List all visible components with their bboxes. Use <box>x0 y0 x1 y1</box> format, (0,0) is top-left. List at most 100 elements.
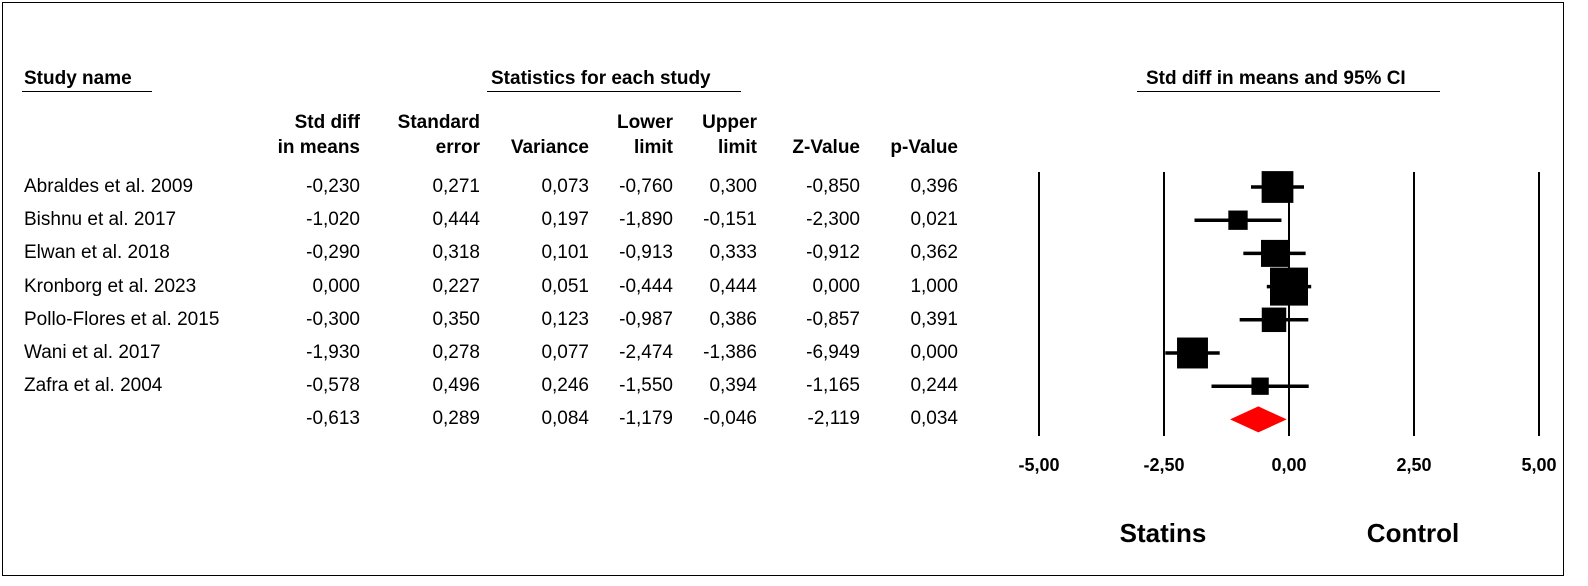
study-name-cell: Zafra et al. 2004 <box>24 375 163 397</box>
table-cell: -1,550 <box>619 375 673 397</box>
column-header-line2: in means <box>277 137 360 158</box>
statistics-header: Statistics for each study <box>491 68 711 89</box>
table-cell: -0,912 <box>806 242 860 264</box>
study-name-cell: Abraldes et al. 2009 <box>24 176 194 197</box>
table-cell: 0,386 <box>709 308 757 330</box>
study-name-cell: Elwan et al. 2018 <box>24 242 170 264</box>
study-marker <box>1261 307 1287 333</box>
x-tick-label: -5,00 <box>1018 455 1060 475</box>
column-header-line2: error <box>435 137 480 158</box>
table-cell: -0,290 <box>306 242 360 264</box>
ci-header: Std diff in means and 95% CI <box>1146 68 1406 89</box>
table-cell: -2,474 <box>619 342 673 363</box>
summary-cell: 0,289 <box>432 408 480 430</box>
statistics-underline <box>487 91 741 92</box>
column-header-line1: Standard <box>397 112 480 133</box>
summary-cell: -0,046 <box>703 408 757 430</box>
column-header: Upper limit <box>702 110 757 160</box>
column-header-line2: p-Value <box>890 137 958 158</box>
table-cell: -2,300 <box>806 209 860 231</box>
table-cell: 0,073 <box>541 176 589 197</box>
favours-control-label: Control <box>1366 518 1460 548</box>
study-name-header: Study name <box>24 68 132 89</box>
table-cell: -0,230 <box>306 176 360 197</box>
study-marker <box>1270 267 1308 306</box>
table-cell: -1,890 <box>619 209 673 231</box>
x-tick-label: 0,00 <box>1271 455 1307 475</box>
column-header: Z-Value <box>792 110 860 160</box>
summary-cell: -1,179 <box>619 408 673 430</box>
ci-underline <box>1137 91 1440 92</box>
table-cell: 1,000 <box>910 275 958 297</box>
table-cell: 0,496 <box>432 375 480 397</box>
summary-cell: -0,613 <box>306 408 360 430</box>
table-cell: 0,300 <box>709 176 757 197</box>
table-cell: 0,444 <box>432 209 480 231</box>
study-marker <box>1177 337 1208 369</box>
study-marker <box>1228 210 1248 230</box>
table-cell: -1,386 <box>703 342 757 363</box>
table-cell: -6,949 <box>806 342 860 363</box>
x-tick-label: -2,50 <box>1143 455 1185 475</box>
table-cell: -1,165 <box>806 375 860 397</box>
column-header-line1: Std diff <box>294 112 360 133</box>
column-header-line2: Z-Value <box>792 137 860 158</box>
column-header: Variance <box>511 110 589 160</box>
column-header: p-Value <box>890 110 958 160</box>
column-header: Std diff in means <box>278 110 360 160</box>
summary-cell: 0,034 <box>910 408 958 430</box>
table-cell: 0,000 <box>812 275 860 297</box>
table-cell: -0,578 <box>306 375 360 397</box>
study-name-cell: Wani et al. 2017 <box>24 342 161 363</box>
table-cell: 0,444 <box>709 275 757 297</box>
table-cell: -0,151 <box>703 209 757 231</box>
table-cell: -0,300 <box>306 308 360 330</box>
table-cell: 0,197 <box>541 209 589 231</box>
column-header-line2: limit <box>633 137 673 158</box>
table-cell: 0,394 <box>709 375 757 397</box>
table-cell: 0,391 <box>910 308 958 330</box>
table-cell: 0,350 <box>432 308 480 330</box>
table-cell: 0,278 <box>432 342 480 363</box>
figure-frame <box>2 2 1564 576</box>
table-cell: 0,244 <box>910 375 958 397</box>
study-marker <box>1251 377 1269 395</box>
x-tick-label: 5,00 <box>1521 455 1557 475</box>
table-cell: 0,000 <box>910 342 958 363</box>
table-cell: -0,913 <box>619 242 673 264</box>
table-cell: 0,227 <box>432 275 480 297</box>
summary-diamond <box>1230 406 1287 433</box>
table-cell: -0,857 <box>806 308 860 330</box>
table-cell: 0,333 <box>709 242 757 264</box>
column-header: Standard error <box>398 110 480 160</box>
table-cell: 0,021 <box>910 209 958 231</box>
column-header-line2: limit <box>717 137 757 158</box>
study-marker <box>1260 239 1289 267</box>
summary-cell: -2,119 <box>807 408 860 430</box>
table-cell: 0,271 <box>432 176 480 197</box>
study-name-underline <box>22 91 152 92</box>
column-header-line2: Variance <box>510 137 589 158</box>
table-cell: -1,020 <box>306 209 360 231</box>
table-cell: -0,850 <box>806 176 860 197</box>
study-marker <box>1261 171 1294 203</box>
table-cell: 0,246 <box>541 375 589 397</box>
x-tick-label: 2,50 <box>1396 455 1432 475</box>
table-cell: 0,123 <box>541 308 589 330</box>
study-name-cell: Pollo-Flores et al. 2015 <box>24 308 220 330</box>
favours-statins-label: Statins <box>1119 518 1207 548</box>
table-cell: 0,000 <box>312 275 360 297</box>
table-cell: -1,930 <box>306 342 360 363</box>
table-cell: -0,987 <box>619 308 673 330</box>
table-cell: 0,396 <box>910 176 958 197</box>
column-header: Lower limit <box>617 110 673 160</box>
column-header-line1: Upper <box>702 112 757 133</box>
table-cell: 0,051 <box>541 275 589 297</box>
table-cell: -0,444 <box>619 275 673 297</box>
table-cell: -0,760 <box>619 176 673 197</box>
study-name-cell: Bishnu et al. 2017 <box>24 209 177 231</box>
study-name-cell: Kronborg et al. 2023 <box>24 275 197 297</box>
table-cell: 0,318 <box>432 242 480 264</box>
table-cell: 0,101 <box>541 242 589 264</box>
